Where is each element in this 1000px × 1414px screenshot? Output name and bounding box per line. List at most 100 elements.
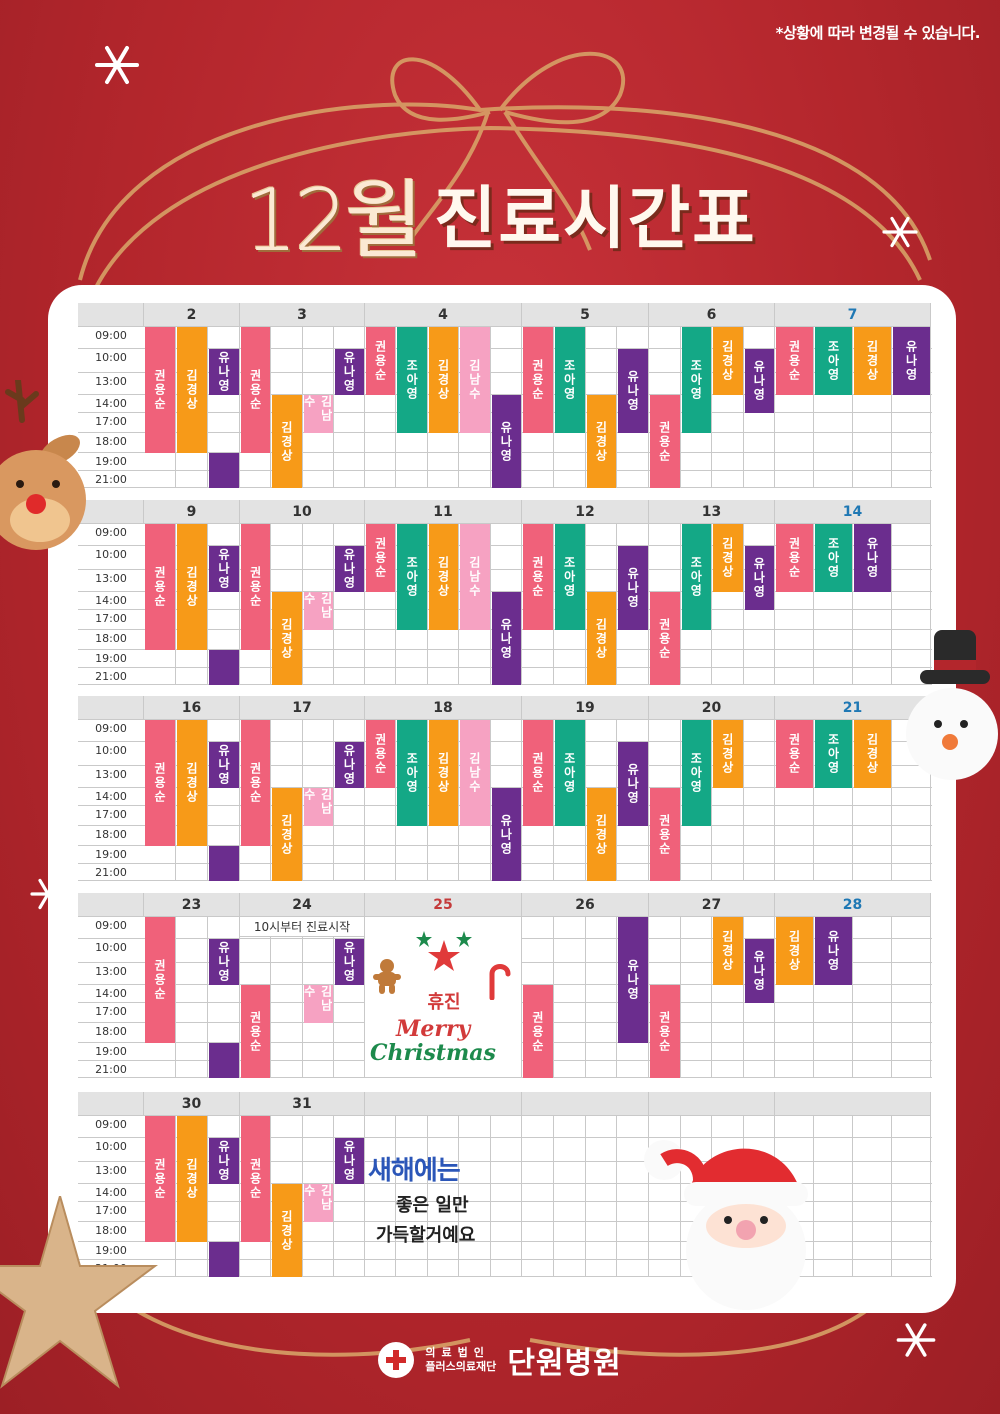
day-header: 6 — [649, 303, 775, 327]
doctor-block: 김경상 — [177, 524, 207, 650]
footer-org2: 플러스의료재단 — [425, 1360, 497, 1373]
newyear-line1: 새해에는 — [368, 1156, 461, 1186]
grid-col-line — [271, 327, 303, 488]
time-label: 10:00 — [95, 941, 127, 954]
grid-row-line — [78, 1222, 932, 1242]
doctor-block: 김남수 — [302, 788, 333, 826]
time-label: 14:00 — [95, 790, 127, 803]
grid-col-line — [144, 524, 176, 685]
doctor-name: 조아영 — [562, 752, 577, 794]
grid-col-line — [365, 1116, 397, 1277]
doctor-block: 김남수 — [302, 985, 333, 1023]
day-subheader: 10시부터 진료시작 — [240, 917, 365, 937]
doctor-block: 권용순 — [523, 720, 553, 826]
footer-org1: 의료법인 — [425, 1346, 490, 1359]
grid-row-line — [78, 373, 932, 395]
doctor-name: 김남수 — [467, 556, 482, 598]
doctor-block: 권용순 — [145, 327, 175, 453]
grid-col-line — [176, 524, 208, 685]
day-header: 2 — [144, 303, 240, 327]
title-month: 12월 — [243, 171, 424, 271]
doctor-name: 유나영 — [826, 930, 840, 972]
doctor-block: 유나영 — [618, 742, 648, 826]
grid-col-line — [208, 720, 240, 881]
grid-col-line — [775, 720, 814, 881]
doctor-name: 조아영 — [826, 537, 840, 579]
doctor-block: 김경상 — [854, 720, 891, 788]
grid-col-line — [649, 1116, 681, 1277]
day-header — [649, 1092, 775, 1116]
doctor-name: 권용순 — [787, 340, 801, 382]
grid-col-line — [649, 327, 681, 488]
doctor-name: 조아영 — [688, 556, 703, 598]
day-header: 9 — [144, 500, 240, 524]
doctor-name: 유나영 — [865, 537, 879, 579]
doctor-name: 권용순 — [248, 1158, 263, 1200]
doctor-name: 권용순 — [248, 762, 263, 804]
grid-col-line — [491, 327, 522, 488]
doctor-name: 권용순 — [657, 1010, 672, 1053]
doctor-block: 김경상 — [272, 1184, 302, 1277]
grid-col-line — [303, 720, 334, 881]
doctor-block: 권용순 — [241, 1116, 271, 1242]
title-text: 진료시간표 — [433, 180, 757, 259]
doctor-name: 조아영 — [826, 733, 840, 775]
doctor-name: 권용순 — [787, 537, 801, 579]
doctor-name: 김경상 — [436, 359, 450, 401]
doctor-name: 김남수 — [302, 395, 334, 423]
grid-col-line — [712, 524, 744, 685]
doctor-block: 권용순 — [650, 985, 680, 1078]
grid-col-line — [649, 917, 681, 1078]
grid-col-line — [240, 917, 272, 1078]
doctor-name: 유나영 — [625, 763, 640, 805]
doctor-name: 권용순 — [657, 813, 672, 856]
notice-text: *상황에 따라 변경될 수 있습니다. — [775, 24, 981, 42]
doctor-name: 유나영 — [498, 617, 513, 660]
grid-col-line — [744, 720, 775, 881]
grid-col-line — [617, 1116, 649, 1277]
day-header: 31 — [240, 1092, 365, 1116]
doctor-name: 조아영 — [404, 752, 419, 794]
time-label: 14:00 — [95, 1186, 127, 1199]
doctor-block: 권용순 — [241, 985, 271, 1078]
doctor-block: 김경상 — [428, 524, 459, 630]
day-header: 28 — [775, 893, 931, 917]
doctor-name: 김남수 — [467, 752, 482, 794]
doctor-block: 김남수 — [302, 395, 334, 433]
grid-col-line — [892, 524, 931, 685]
doctor-block: 권용순 — [650, 788, 680, 881]
doctor-block: 조아영 — [397, 720, 427, 826]
doctor-name: 김경상 — [720, 733, 735, 775]
time-label: 21:00 — [95, 473, 127, 486]
doctor-block: 조아영 — [815, 524, 852, 592]
grid-col-line — [853, 917, 892, 1078]
doctor-name: 권용순 — [657, 420, 672, 463]
grid-col-line — [459, 1116, 491, 1277]
doctor-name: 유나영 — [341, 1140, 356, 1182]
grid-col-line — [428, 1116, 460, 1277]
doctor-name: 권용순 — [373, 537, 388, 579]
day-header: 21 — [775, 696, 931, 720]
time-label: 09:00 — [95, 526, 127, 539]
grid-col-line — [522, 327, 554, 488]
doctor-block: 김경상 — [586, 788, 617, 881]
grid-col-line — [617, 524, 649, 685]
doctor-name: 김경상 — [279, 813, 294, 856]
doctor-block: 유나영 — [209, 546, 239, 592]
time-header-cell — [78, 893, 144, 917]
doctor-block: 조아영 — [554, 524, 585, 630]
doctor-name: 김경상 — [720, 930, 735, 972]
doctor-name: 김경상 — [279, 420, 294, 463]
doctor-block: 조아영 — [681, 720, 711, 826]
grid-row-line — [78, 720, 932, 742]
doctor-block: 조아영 — [681, 327, 711, 433]
grid-col-line — [240, 1116, 272, 1277]
grid-row-line — [78, 1162, 932, 1184]
grid-col-line — [240, 327, 272, 488]
grid-col-line — [712, 327, 744, 488]
grid-col-line — [775, 917, 814, 1078]
doctor-name: 권용순 — [248, 1010, 263, 1053]
doctor-block: 유나영 — [491, 788, 521, 881]
doctor-name: 김경상 — [865, 340, 879, 382]
day-header: 19 — [522, 696, 649, 720]
